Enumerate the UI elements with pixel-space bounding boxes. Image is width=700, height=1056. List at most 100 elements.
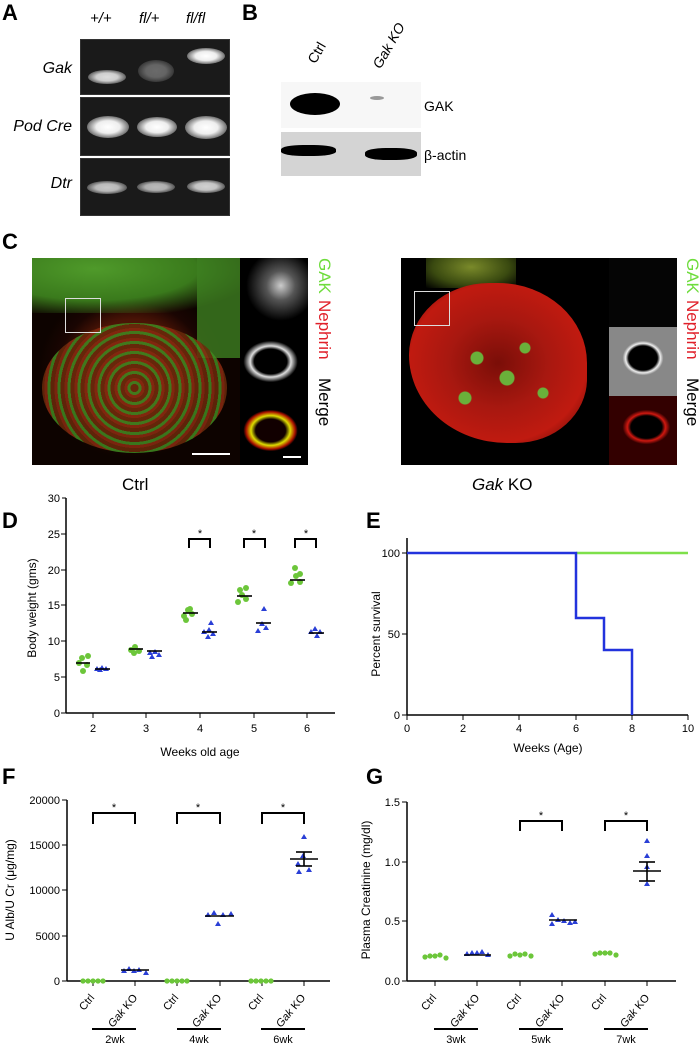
mean-lines-d bbox=[76, 579, 324, 670]
svg-text:15000: 15000 bbox=[29, 840, 60, 852]
svg-text:Gak KO: Gak KO bbox=[448, 992, 483, 1030]
panel-letter-d: D bbox=[2, 508, 18, 533]
significance-stars-g: * * bbox=[539, 810, 629, 822]
svg-text:*: * bbox=[539, 810, 544, 822]
svg-text:0: 0 bbox=[54, 708, 60, 720]
svg-text:10000: 10000 bbox=[29, 885, 60, 897]
svg-text:0.0: 0.0 bbox=[385, 976, 400, 988]
x-axis-ticks-g bbox=[434, 981, 648, 986]
panel-letter-b: B bbox=[242, 0, 258, 25]
ko-points-f bbox=[121, 834, 312, 975]
panel-letter-g: G bbox=[366, 764, 384, 789]
mean-sem-g bbox=[464, 861, 661, 956]
micrograph-ctrl-glomerulus bbox=[32, 258, 240, 465]
lane-label-hom: fl/fl bbox=[186, 10, 206, 27]
group-labels-f: 2wk 4wk 6wk bbox=[105, 1034, 293, 1046]
panel-letter-e: E bbox=[366, 508, 381, 533]
svg-text:Ctrl: Ctrl bbox=[161, 992, 181, 1013]
channel-label-merge-ctrl: Merge bbox=[315, 378, 334, 427]
western-blot-actin bbox=[281, 132, 421, 176]
svg-text:Gak KO: Gak KO bbox=[106, 992, 141, 1030]
blot-label-actin: β-actin bbox=[424, 147, 467, 163]
ctrl-points-f bbox=[80, 978, 274, 984]
svg-text:4: 4 bbox=[197, 723, 203, 735]
svg-text:100: 100 bbox=[382, 548, 400, 560]
svg-text:0: 0 bbox=[394, 710, 400, 722]
svg-text:15: 15 bbox=[48, 600, 60, 612]
panel-letter-f: F bbox=[2, 764, 16, 789]
gel-image-podcre bbox=[80, 97, 230, 156]
significance-brackets-g bbox=[519, 820, 648, 831]
svg-text:*: * bbox=[112, 802, 117, 814]
svg-text:*: * bbox=[281, 802, 286, 814]
svg-text:2: 2 bbox=[90, 723, 96, 735]
x-category-labels-g: Ctrl Gak KO Ctrl Gak KO Ctrl Gak KO bbox=[419, 992, 652, 1030]
chart-body-weight: 0 5 10 15 20 25 30 2 3 4 5 6 Weeks old a… bbox=[25, 493, 335, 759]
inset-ctrl-merge bbox=[240, 396, 308, 465]
x-axis-label-e: Weeks (Age) bbox=[513, 741, 582, 755]
channel-label-nephrin-ko: Nephrin bbox=[683, 300, 700, 360]
y-axis-ticks-g: 1.5 1.0 0.5 0.0 bbox=[385, 797, 407, 988]
gel-image-dtr bbox=[80, 158, 230, 216]
svg-text:2: 2 bbox=[460, 723, 466, 735]
x-category-labels-f: Ctrl Gak KO Ctrl Gak KO Ctrl Gak KO bbox=[77, 992, 308, 1030]
svg-text:Ctrl: Ctrl bbox=[246, 992, 266, 1013]
channel-label-gak-ctrl: GAK bbox=[315, 258, 334, 294]
svg-text:Gak KO: Gak KO bbox=[533, 992, 568, 1030]
svg-text:5: 5 bbox=[251, 723, 257, 735]
svg-text:5wk: 5wk bbox=[531, 1034, 551, 1046]
mean-sem-f bbox=[121, 851, 318, 971]
inset-gakko-merge bbox=[609, 396, 677, 465]
zoom-box-gakko bbox=[414, 291, 450, 326]
x-axis-ticks-e: 0 2 4 6 8 10 bbox=[404, 715, 694, 735]
chart-survival: 100 50 0 0 2 4 6 8 10 Weeks (Age) Percen… bbox=[369, 538, 694, 755]
channel-label-gak-ko: GAK bbox=[683, 258, 700, 294]
svg-text:8: 8 bbox=[629, 723, 635, 735]
inset-gakko-gak bbox=[609, 258, 677, 328]
svg-text:25: 25 bbox=[48, 529, 60, 541]
lane-label-wt: +/+ bbox=[90, 10, 112, 27]
svg-text:2wk: 2wk bbox=[105, 1034, 125, 1046]
lane-label-het: fl/+ bbox=[139, 10, 160, 27]
western-blot-gak bbox=[281, 82, 421, 128]
caption-gakko: Gak KO bbox=[472, 475, 533, 494]
svg-text:4: 4 bbox=[516, 723, 522, 735]
y-axis-ticks-e: 100 50 0 bbox=[382, 548, 407, 722]
svg-text:*: * bbox=[304, 528, 309, 540]
svg-text:Ctrl: Ctrl bbox=[504, 992, 524, 1013]
svg-text:*: * bbox=[198, 528, 203, 540]
svg-text:5000: 5000 bbox=[36, 931, 60, 943]
svg-text:6: 6 bbox=[573, 723, 579, 735]
significance-brackets-d bbox=[188, 538, 317, 548]
significance-stars-f: * * * bbox=[112, 802, 286, 814]
y-axis-label-e: Percent survival bbox=[369, 591, 383, 676]
svg-text:*: * bbox=[624, 810, 629, 822]
scale-bar-ctrl bbox=[192, 453, 230, 455]
svg-text:7wk: 7wk bbox=[616, 1034, 636, 1046]
channel-label-merge-ko: Merge bbox=[683, 378, 700, 427]
blot-label-gak: GAK bbox=[424, 98, 454, 114]
svg-text:Ctrl: Ctrl bbox=[419, 992, 439, 1013]
y-axis-ticks-d: 0 5 10 15 20 25 30 bbox=[48, 493, 66, 720]
svg-text:Gak KO: Gak KO bbox=[274, 992, 309, 1030]
significance-brackets-f bbox=[92, 812, 305, 824]
ko-points-d bbox=[94, 606, 323, 672]
micrograph-gakko-glomerulus bbox=[401, 258, 609, 465]
y-axis-label-g: Plasma Creatinine (mg/dl) bbox=[359, 821, 373, 960]
svg-text:50: 50 bbox=[388, 629, 400, 641]
svg-text:Ctrl: Ctrl bbox=[77, 992, 97, 1013]
svg-text:20: 20 bbox=[48, 565, 60, 577]
svg-text:0: 0 bbox=[404, 723, 410, 735]
svg-text:Ctrl: Ctrl bbox=[589, 992, 609, 1013]
svg-text:0: 0 bbox=[54, 976, 60, 988]
svg-text:4wk: 4wk bbox=[189, 1034, 209, 1046]
inset-ctrl-nephrin bbox=[240, 327, 308, 397]
svg-text:3wk: 3wk bbox=[446, 1034, 466, 1046]
panel-letter-c: C bbox=[2, 229, 18, 254]
y-axis-ticks-f: 20000 15000 10000 5000 0 bbox=[29, 795, 67, 988]
ctrl-points-d bbox=[76, 565, 303, 674]
gel-image-gak bbox=[80, 39, 230, 95]
svg-text:Gak KO: Gak KO bbox=[190, 992, 225, 1030]
group-labels-g: 3wk 5wk 7wk bbox=[446, 1034, 636, 1046]
gel-row-label-dtr: Dtr bbox=[50, 175, 72, 192]
